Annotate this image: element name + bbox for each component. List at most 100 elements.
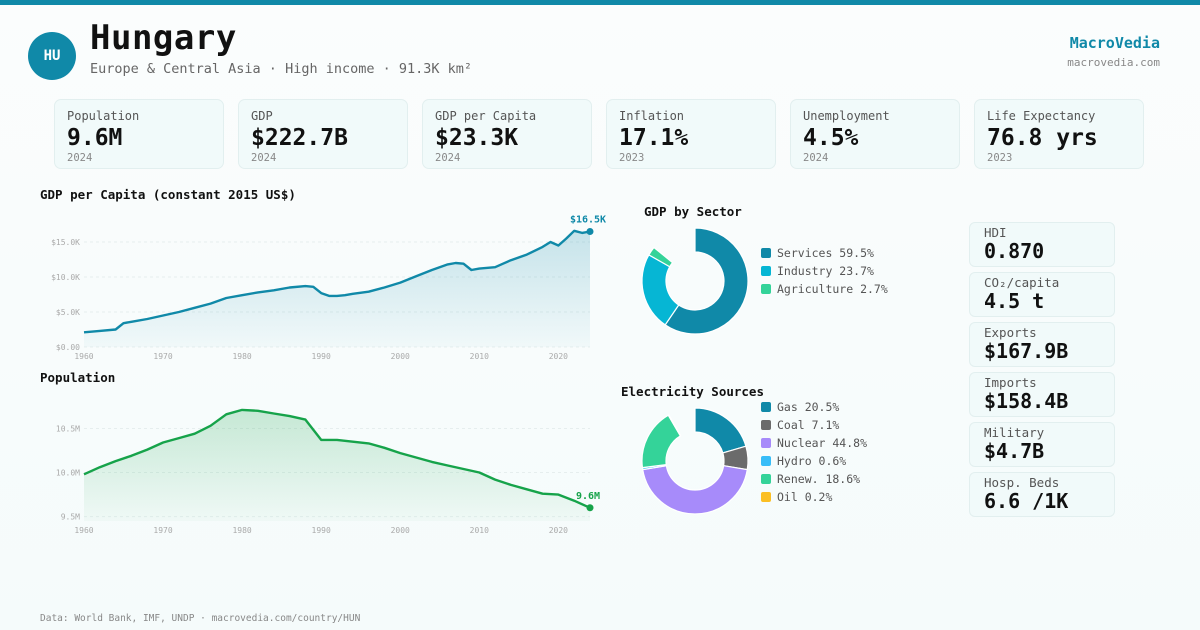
kpi-label: Life Expectancy <box>987 109 1096 123</box>
donut-slice <box>664 227 749 335</box>
electricity-sources-donut <box>641 407 749 515</box>
legend-label: Services 59.5% <box>777 246 874 260</box>
page-subtitle: Europe & Central Asia · High income · 91… <box>90 61 473 77</box>
kpi-label: Inflation <box>619 109 685 123</box>
donut-slice <box>641 414 682 469</box>
stat-label: CO₂/capita <box>984 275 1060 290</box>
legend-swatch <box>761 456 771 466</box>
legend-item: Oil 0.2% <box>761 488 867 506</box>
y-tick-label: $10.0K <box>51 273 80 282</box>
y-tick-label: 9.5M <box>61 513 80 522</box>
kpi-value: 76.8 yrs <box>987 125 1098 151</box>
legend-label: Agriculture 2.7% <box>777 282 888 296</box>
stat-card-hdi: HDI 0.870 <box>969 222 1115 267</box>
donut-slice <box>667 414 682 437</box>
brand-url[interactable]: macrovedia.com <box>1067 56 1160 69</box>
stat-card-exports: Exports $167.9B <box>969 322 1115 367</box>
series-line <box>83 229 591 334</box>
kpi-card-unemployment: Unemployment 4.5% 2024 <box>790 99 960 169</box>
population-chart: 9.5M 10.0M 10.5M 1960 1970 1980 1990 2000 2010 20… <box>56 408 600 535</box>
kpi-value: 17.1% <box>619 125 689 151</box>
page-title: Hungary <box>90 18 237 58</box>
donut-slice <box>648 246 674 268</box>
legend-label: Nuclear 44.8% <box>777 436 868 450</box>
legend-label: Gas 20.5% <box>777 400 840 414</box>
x-tick-label: 2020 <box>549 526 568 535</box>
stat-value: $167.9B <box>984 339 1069 363</box>
donut-slice <box>694 407 747 454</box>
series-area <box>84 409 590 521</box>
kpi-card-inflation: Inflation 17.1% 2023 <box>606 99 776 169</box>
x-tick-label: 1980 <box>232 352 251 361</box>
gdp-by-sector-donut <box>641 227 749 335</box>
legend-label: Oil 0.2% <box>777 490 833 504</box>
kpi-year: 2024 <box>67 152 93 164</box>
end-point-marker <box>586 504 594 512</box>
stat-value: 4.5 t <box>984 289 1045 313</box>
kpi-label: GDP per Capita <box>435 109 537 123</box>
stat-value: $158.4B <box>984 389 1069 413</box>
x-tick-label: 1960 <box>74 352 93 361</box>
y-tick-label: $5.0K <box>56 308 80 317</box>
legend-label: Coal 7.1% <box>777 418 840 432</box>
legend-item: Hydro 0.6% <box>761 452 867 470</box>
kpi-label: GDP <box>251 109 273 123</box>
legend-swatch <box>761 266 771 276</box>
kpi-value: $222.7B <box>251 125 348 151</box>
stat-value: 0.870 <box>984 239 1045 263</box>
donut-slice <box>642 465 748 515</box>
top-accent-bar <box>0 0 1200 5</box>
kpi-card-life-expectancy: Life Expectancy 76.8 yrs 2023 <box>974 99 1144 169</box>
x-tick-label: 2010 <box>470 352 489 361</box>
kpi-card-gdp: GDP $222.7B 2024 <box>238 99 408 169</box>
legend-item: Renew. 18.6% <box>761 470 867 488</box>
x-tick-label: 1960 <box>74 526 93 535</box>
gdp-per-capita-chart-title: GDP per Capita (constant 2015 US$) <box>40 187 296 202</box>
end-value-label: 9.6M <box>576 491 600 502</box>
x-tick-label: 2020 <box>549 352 568 361</box>
kpi-year: 2024 <box>435 152 461 164</box>
stat-card-military: Military $4.7B <box>969 422 1115 467</box>
stat-value: $4.7B <box>984 439 1045 463</box>
stat-label: Exports <box>984 325 1037 340</box>
stat-card-imports: Imports $158.4B <box>969 372 1115 417</box>
legend-swatch <box>761 474 771 484</box>
series-area <box>84 230 590 347</box>
population-chart-title: Population <box>40 370 116 385</box>
legend-item: Coal 7.1% <box>761 416 867 434</box>
series-line <box>83 408 591 509</box>
kpi-year: 2023 <box>619 152 645 164</box>
x-tick-label: 1980 <box>232 526 251 535</box>
gdp-by-sector-legend: Services 59.5% Industry 23.7% Agricultur… <box>761 244 888 298</box>
stat-label: Hosp. Beds <box>984 475 1060 490</box>
country-code-badge: HU <box>28 32 76 80</box>
legend-item: Services 59.5% <box>761 244 888 262</box>
stat-label: Imports <box>984 375 1037 390</box>
kpi-label: Population <box>67 109 140 123</box>
legend-item: Nuclear 44.8% <box>761 434 867 452</box>
x-tick-label: 1990 <box>312 352 331 361</box>
kpi-year: 2024 <box>803 152 829 164</box>
footer-source: Data: World Bank, IMF, UNDP · macrovedia… <box>40 613 361 624</box>
gdp-by-sector-title: GDP by Sector <box>644 204 742 219</box>
stat-card-hospital-beds: Hosp. Beds 6.6 /1K <box>969 472 1115 517</box>
stat-label: HDI <box>984 225 1007 240</box>
electricity-sources-title: Electricity Sources <box>621 384 764 399</box>
x-tick-label: 2000 <box>391 352 410 361</box>
legend-swatch <box>761 492 771 502</box>
kpi-value: $23.3K <box>435 125 519 151</box>
legend-swatch <box>761 248 771 258</box>
end-value-label: $16.5K <box>570 215 606 226</box>
legend-label: Industry 23.7% <box>777 264 874 278</box>
x-tick-label: 1990 <box>312 526 331 535</box>
kpi-value: 4.5% <box>803 125 859 151</box>
legend-swatch <box>761 284 771 294</box>
end-point-marker <box>586 228 594 235</box>
x-tick-label: 1970 <box>153 352 172 361</box>
x-tick-label: 2010 <box>470 526 489 535</box>
y-tick-label: $0.00 <box>56 343 80 352</box>
kpi-card-population: Population 9.6M 2024 <box>54 99 224 169</box>
y-tick-label: $15.0K <box>51 238 80 247</box>
brand-logo[interactable]: MacroVedia <box>1069 34 1160 52</box>
legend-swatch <box>761 420 771 430</box>
